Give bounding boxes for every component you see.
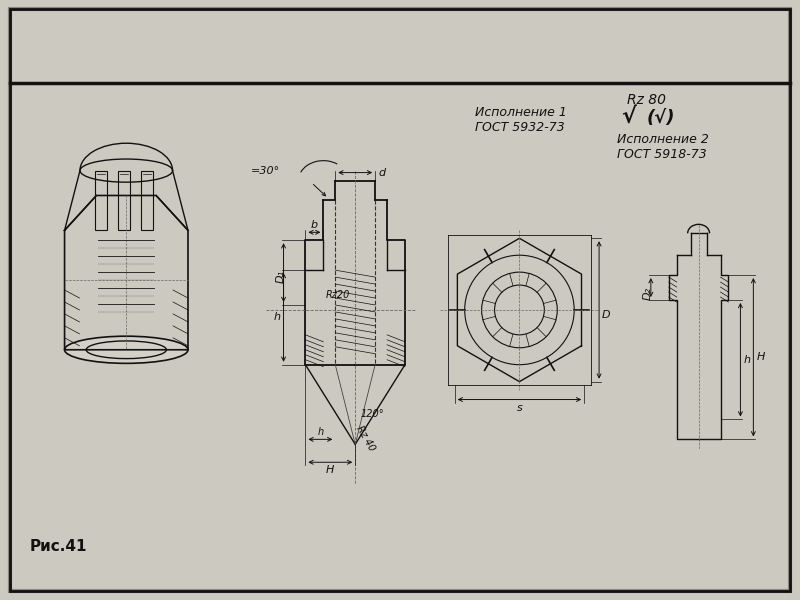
Text: (√): (√) — [647, 109, 675, 127]
Text: h: h — [274, 312, 281, 322]
Text: h: h — [318, 427, 323, 437]
Text: d: d — [378, 167, 386, 178]
Text: D₂: D₂ — [643, 287, 653, 300]
Text: √: √ — [621, 107, 636, 127]
Text: D₁: D₁ — [275, 270, 286, 283]
Text: Rz 40: Rz 40 — [354, 424, 377, 453]
Text: ГОСТ 5918-73: ГОСТ 5918-73 — [617, 148, 706, 161]
Text: Rz20: Rz20 — [326, 290, 350, 300]
Text: D: D — [602, 310, 610, 320]
Text: h: h — [743, 355, 750, 365]
Text: =30°: =30° — [250, 166, 280, 176]
Text: H: H — [326, 465, 334, 475]
Bar — [118, 170, 130, 230]
Text: s: s — [517, 403, 522, 413]
Bar — [95, 170, 107, 230]
Ellipse shape — [65, 336, 188, 364]
Text: H: H — [756, 352, 765, 362]
Text: Исполнение 2: Исполнение 2 — [617, 133, 709, 146]
Text: Рис.41: Рис.41 — [30, 539, 87, 554]
Bar — [142, 170, 153, 230]
Text: ГОСТ 5932-73: ГОСТ 5932-73 — [474, 121, 565, 134]
Text: Исполнение 1: Исполнение 1 — [474, 106, 566, 119]
Text: 120°: 120° — [360, 409, 384, 419]
Text: Rz 80: Rz 80 — [627, 93, 666, 107]
Text: b: b — [311, 220, 318, 230]
